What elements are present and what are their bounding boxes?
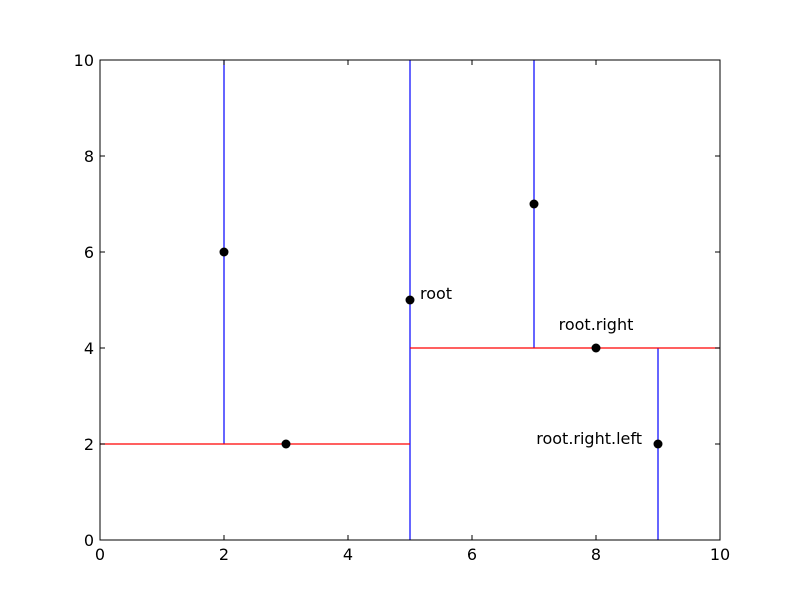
data-point: [281, 439, 291, 449]
data-point: [653, 439, 663, 449]
axis-ticks: 0 2 4 6 8 10 0 2 4 6 8 10: [74, 51, 731, 564]
annotations: root root.right root.right.left: [420, 284, 642, 448]
x-tick-label: 2: [219, 545, 229, 564]
data-point: [529, 199, 539, 209]
data-point: [591, 343, 601, 353]
y-tick-label: 4: [84, 339, 94, 358]
plot-frame: [99, 59, 721, 541]
x-tick-label: 10: [710, 545, 730, 564]
annotation-label: root.right.left: [536, 429, 642, 448]
x-tick-label: 4: [343, 545, 353, 564]
y-tick-label: 0: [84, 531, 94, 550]
annotation-label: root: [420, 284, 452, 303]
data-point: [219, 247, 229, 257]
x-tick-label: 0: [95, 545, 105, 564]
y-tick-label: 8: [84, 147, 94, 166]
y-tick-label: 10: [74, 51, 94, 70]
data-points: [219, 199, 663, 449]
annotation-label: root.right: [559, 315, 634, 334]
y-tick-label: 6: [84, 243, 94, 262]
x-tick-label: 8: [591, 545, 601, 564]
x-tick-label: 6: [467, 545, 477, 564]
y-tick-label: 2: [84, 435, 94, 454]
data-point: [405, 295, 415, 305]
